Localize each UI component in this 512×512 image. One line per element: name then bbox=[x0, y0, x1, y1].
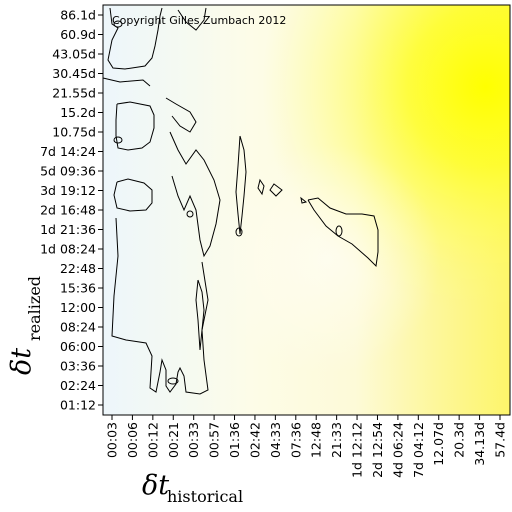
contour-island bbox=[186, 210, 194, 218]
contour-line-left bbox=[113, 178, 153, 212]
x-tick-label: 12:48 bbox=[309, 422, 324, 458]
y-tick-label: 2d 16:48 bbox=[40, 203, 96, 218]
contour-line-left bbox=[111, 217, 209, 395]
contour-island bbox=[257, 178, 265, 196]
contour-line-main bbox=[169, 131, 221, 258]
x-tick-label: 20.3d bbox=[452, 422, 467, 458]
y-tick-label: 3d 19:12 bbox=[40, 183, 96, 198]
y-tick-label: 03:36 bbox=[60, 359, 96, 374]
x-tick-label: 21:33 bbox=[329, 422, 344, 458]
y-tick-label: 06:00 bbox=[60, 339, 96, 354]
heatmap-area bbox=[103, 5, 510, 415]
x-tick-label: 00:06 bbox=[125, 422, 140, 458]
contour-line-left bbox=[107, 7, 163, 70]
x-tick-label: 4d 06:24 bbox=[390, 422, 405, 478]
contour-line-thin bbox=[235, 135, 247, 235]
contour-line-left bbox=[115, 101, 155, 151]
y-tick-label: 15.2d bbox=[60, 105, 96, 120]
contour-line-right bbox=[307, 197, 379, 268]
contour-line-thin bbox=[195, 279, 205, 351]
y-tick-label: 15:36 bbox=[60, 281, 96, 296]
contour-island bbox=[300, 196, 308, 204]
contour-island bbox=[113, 136, 123, 144]
x-tick-label: 00:57 bbox=[207, 422, 222, 458]
y-tick-label: 12:00 bbox=[60, 300, 96, 315]
x-tick-label: 04:33 bbox=[268, 422, 283, 458]
y-tick-label: 1d 08:24 bbox=[40, 242, 96, 257]
contour-island bbox=[269, 183, 283, 197]
x-tick-label: 1d 12:12 bbox=[350, 422, 365, 478]
heatmap-pale-region bbox=[103, 5, 510, 415]
x-axis-symbol: δt bbox=[142, 470, 169, 501]
x-tick-label: 00:21 bbox=[166, 422, 181, 458]
contour-island bbox=[235, 227, 243, 237]
contour-line-left bbox=[102, 77, 151, 87]
x-tick-label: 7d 04:12 bbox=[411, 422, 426, 478]
x-tick-label: 00:33 bbox=[186, 422, 201, 458]
y-tick-label: 43.05d bbox=[52, 47, 96, 62]
x-tick-label: 2d 12:54 bbox=[370, 422, 385, 478]
x-axis: 00:03 00:06 00:12 00:21 00:33 00:57 01:36 02:42… bbox=[105, 415, 508, 478]
y-tick-label: 30.45d bbox=[52, 66, 96, 81]
y-axis-title: δt realized bbox=[6, 276, 44, 375]
y-tick-label: 21.55d bbox=[52, 86, 96, 101]
x-axis-subscript: historical bbox=[167, 487, 243, 506]
y-axis-symbol: δt bbox=[6, 348, 37, 375]
contour-island bbox=[167, 377, 179, 385]
copyright-text: Copyright Gilles Zumbach 2012 bbox=[112, 14, 286, 27]
y-tick-label: 10.75d bbox=[52, 125, 96, 140]
contour-lines bbox=[102, 7, 379, 395]
y-tick-label: 7d 14:24 bbox=[40, 144, 96, 159]
x-tick-label: 02:42 bbox=[247, 422, 262, 458]
contour-line-main bbox=[177, 7, 207, 31]
y-axis-subscript: realized bbox=[25, 276, 44, 341]
y-tick-label: 1d 21:36 bbox=[40, 222, 96, 237]
y-tick-label: 08:24 bbox=[60, 320, 96, 335]
y-tick-label: 02:24 bbox=[60, 378, 96, 393]
x-tick-label: 00:12 bbox=[145, 422, 160, 458]
y-axis: 86.1d 60.9d 43.05d 30.45d 21.55d 15.2d 10.75d 7… bbox=[40, 8, 103, 413]
contour-island bbox=[113, 20, 123, 28]
y-tick-label: 86.1d bbox=[60, 8, 96, 23]
contour-line-main bbox=[165, 97, 197, 133]
x-tick-label: 34.13d bbox=[472, 422, 487, 466]
y-tick-label: 60.9d bbox=[60, 27, 96, 42]
x-tick-label: 12.07d bbox=[431, 422, 446, 466]
x-tick-label: 07:36 bbox=[288, 422, 303, 458]
y-tick-label: 5d 09:36 bbox=[40, 164, 96, 179]
x-tick-label: 01:36 bbox=[227, 422, 242, 458]
x-axis-title: δt historical bbox=[142, 470, 243, 506]
y-tick-label: 22:48 bbox=[60, 261, 96, 276]
y-tick-label: 01:12 bbox=[60, 398, 96, 413]
x-tick-label: 57.4d bbox=[493, 422, 508, 458]
x-tick-label: 00:03 bbox=[105, 422, 120, 458]
contour-island bbox=[335, 225, 343, 237]
